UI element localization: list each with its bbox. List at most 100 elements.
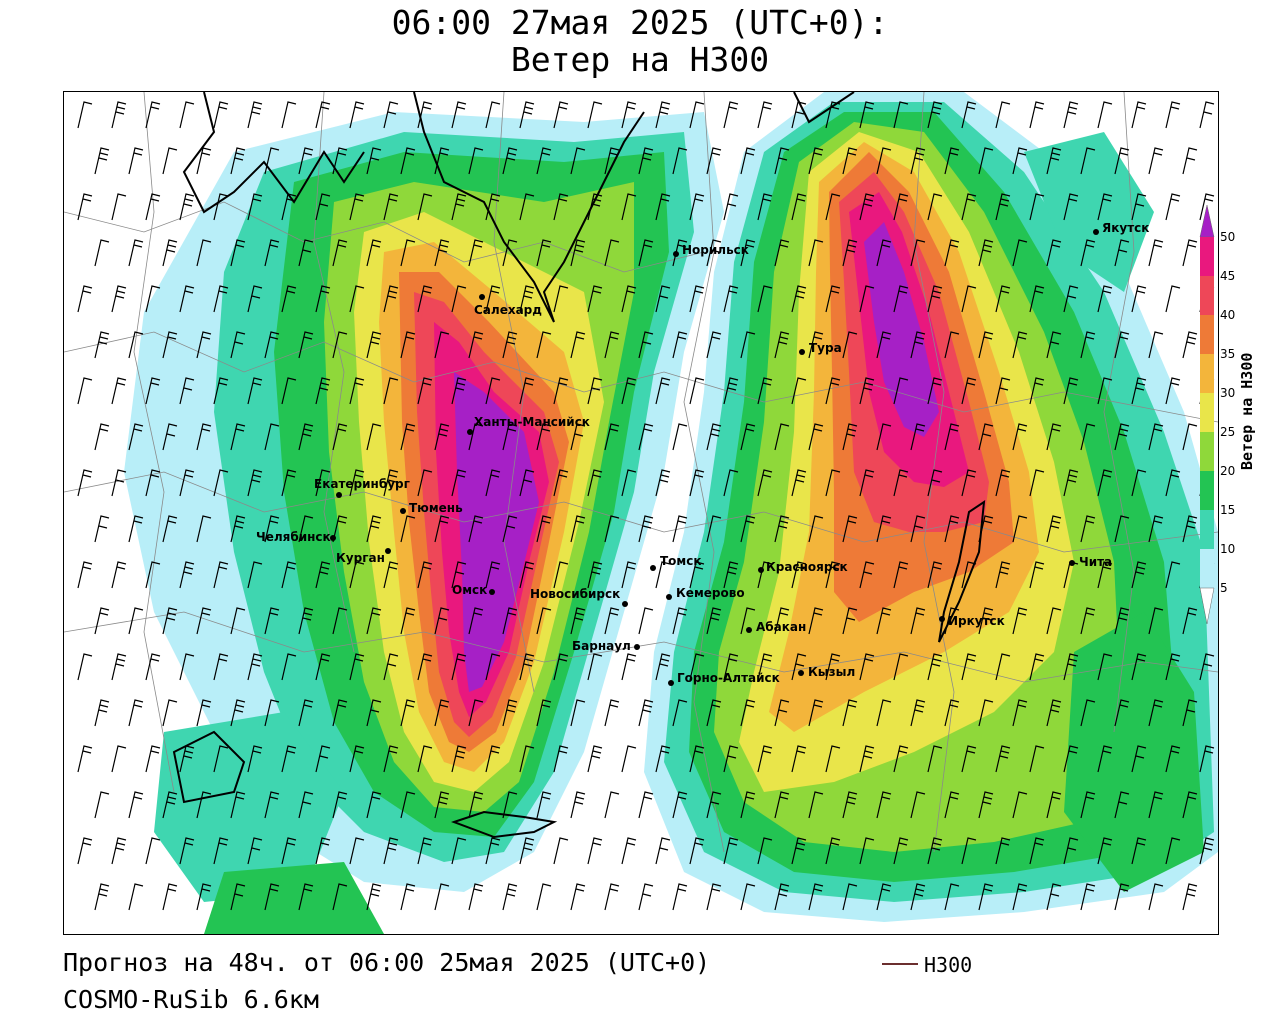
wind-barb (536, 883, 552, 911)
wind-barb (604, 791, 620, 819)
wind-barb (264, 423, 280, 451)
svg-text:Екатеринбург: Екатеринбург (314, 477, 410, 491)
wind-barb (672, 331, 688, 359)
wind-barb (1148, 699, 1164, 727)
wind-barb (1046, 515, 1062, 543)
wind-barb (825, 837, 841, 865)
wind-barb (332, 699, 348, 727)
wind-barb (536, 423, 552, 451)
wind-barb (910, 423, 926, 451)
wind-barb (128, 239, 144, 267)
wind-barb (604, 147, 620, 175)
colorbar-block (1200, 471, 1214, 510)
wind-barb (281, 469, 297, 497)
wind-barb (1131, 745, 1147, 773)
wind-barb (587, 561, 603, 589)
wind-barb (791, 193, 807, 221)
wind-barb (638, 699, 654, 727)
wind-barb (145, 561, 161, 589)
wind-barb (570, 607, 586, 635)
wind-barb (264, 791, 280, 819)
svg-text:Абакан: Абакан (756, 620, 806, 634)
wind-barb (77, 837, 93, 865)
wind-barb (842, 423, 858, 451)
wind-barb (468, 423, 484, 451)
wind-barb (264, 699, 280, 727)
wind-barb (247, 101, 263, 129)
colorbar-tick-label: 25 (1220, 425, 1235, 439)
wind-barb (1080, 607, 1096, 635)
wind-barb (689, 469, 705, 497)
colorbar-block (1200, 237, 1214, 276)
wind-barb (978, 883, 994, 911)
wind-barb (1063, 837, 1079, 865)
wind-barb (1199, 101, 1215, 129)
wind-barb (1165, 469, 1181, 497)
wind-barb (859, 561, 875, 589)
wind-barb (1029, 561, 1045, 589)
wind-barb (145, 285, 161, 313)
wind-barb (434, 699, 450, 727)
wind-barb (213, 285, 229, 313)
wind-barb (400, 239, 416, 267)
wind-barb (978, 147, 994, 175)
wind-barb (485, 653, 501, 681)
wind-barb (961, 653, 977, 681)
wind-barb (859, 745, 875, 773)
wind-barb (876, 331, 892, 359)
wind-barb (927, 561, 943, 589)
wind-barb (689, 377, 705, 405)
wind-barb (400, 331, 416, 359)
wind-barb (145, 377, 161, 405)
wind-barb (383, 101, 399, 129)
wind-barb (94, 883, 110, 911)
wind-barb (740, 239, 756, 267)
wind-barb (621, 745, 637, 773)
wind-barb (1097, 193, 1113, 221)
wind-barb (400, 607, 416, 635)
wind-barb (553, 653, 569, 681)
wind-barb (111, 745, 127, 773)
wind-barb (553, 745, 569, 773)
wind-barb (1012, 883, 1028, 911)
wind-barb (876, 791, 892, 819)
wind-barb (111, 193, 127, 221)
wind-barb (417, 469, 433, 497)
wind-barb (604, 239, 620, 267)
wind-barb (706, 239, 722, 267)
wind-barb (298, 607, 314, 635)
wind-barb (1114, 699, 1130, 727)
wind-barb (536, 147, 552, 175)
wind-barb (961, 377, 977, 405)
wind-barb (1148, 515, 1164, 543)
wind-barb (281, 745, 297, 773)
wind-barb (859, 101, 875, 129)
wind-barb (706, 423, 722, 451)
svg-text:Курган: Курган (336, 551, 385, 565)
wind-barb (723, 469, 739, 497)
wind-barbs (77, 101, 1215, 911)
wind-barb (723, 101, 739, 129)
wind-barb (927, 101, 943, 129)
svg-text:Тура: Тура (809, 341, 842, 355)
wind-barb (604, 699, 620, 727)
wind-barb (893, 377, 909, 405)
wind-barb (111, 101, 127, 129)
wind-barb (961, 101, 977, 129)
wind-barb (859, 653, 875, 681)
wind-barb (723, 653, 739, 681)
wind-barb (672, 423, 688, 451)
wind-barb (553, 377, 569, 405)
wind-barb (689, 561, 705, 589)
wind-barb (1029, 193, 1045, 221)
wind-barb (162, 239, 178, 267)
wind-barb (451, 285, 467, 313)
wind-barb (264, 331, 280, 359)
colorbar-tick-label: 45 (1220, 269, 1235, 283)
wind-barb (179, 561, 195, 589)
wind-barb (553, 193, 569, 221)
wind-barb (910, 239, 926, 267)
wind-barb (927, 469, 943, 497)
wind-barb (247, 561, 263, 589)
city-tyumen: Тюмень (400, 501, 463, 515)
